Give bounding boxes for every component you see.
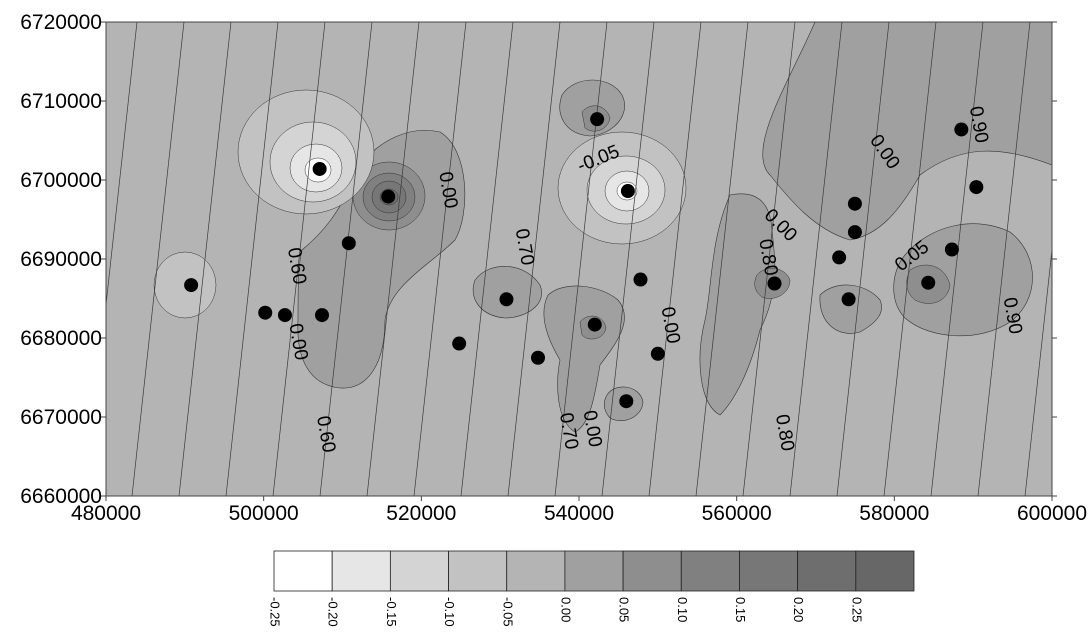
- isoline: [789, 22, 843, 496]
- sample-point: [841, 292, 856, 307]
- zone-dark-east: [893, 223, 1033, 337]
- isoline: [883, 22, 937, 496]
- colorbar-tick-label: -0.10: [442, 597, 457, 627]
- isoline: [272, 22, 326, 496]
- isoline: [225, 22, 279, 496]
- x-axis: 480000 500000 520000 540000 560000 580000 6000…: [71, 496, 1087, 525]
- sample-point: [184, 278, 199, 293]
- sample-point: [619, 394, 634, 409]
- sample-point: [944, 242, 959, 257]
- colorbar-tick-label: -0.20: [326, 597, 341, 627]
- isoline: [413, 22, 467, 496]
- colorbar-tick-label: 0.25: [849, 597, 864, 622]
- sample-point: [847, 196, 862, 211]
- isoline: [930, 22, 984, 496]
- sample-point: [832, 250, 847, 265]
- sample-point: [277, 308, 292, 323]
- gradient-isolines: [106, 22, 1092, 496]
- sample-point: [452, 336, 467, 351]
- y-tick-label: 6660000: [20, 485, 102, 508]
- sample-point: [381, 189, 396, 204]
- x-tick-label: 500000: [229, 502, 299, 525]
- isoline: [319, 22, 373, 496]
- x-tick-label: 520000: [386, 502, 456, 525]
- y-axis: 6660000 6670000 6680000 6690000 6700000 67100…: [20, 11, 1057, 508]
- colorbar-swatch: [506, 550, 566, 592]
- x-tick-label: 540000: [544, 502, 614, 525]
- isoline: [1024, 246, 1052, 496]
- sample-points: [184, 112, 984, 409]
- colorbar-swatch: [855, 550, 915, 592]
- sample-point: [921, 275, 936, 290]
- sample-point: [531, 350, 546, 365]
- colorbar-tick-label: 0.20: [791, 597, 806, 622]
- y-tick-label: 6700000: [20, 169, 102, 192]
- colorbar-tick-label: -0.15: [384, 597, 399, 627]
- colorbar-swatch: [273, 550, 333, 592]
- isoline: [1072, 22, 1092, 496]
- isoline: [836, 22, 890, 496]
- sample-point: [312, 161, 327, 176]
- isoline: [554, 22, 608, 496]
- colorbar-swatch: [448, 550, 508, 592]
- sample-point: [499, 292, 514, 307]
- colorbar-tick-label: -0.25: [268, 597, 283, 627]
- colorbar-swatch: [797, 550, 857, 592]
- colorbar-tick-label: 0.05: [617, 597, 632, 622]
- isoline: [178, 22, 232, 496]
- colorbar-swatch: [331, 550, 391, 592]
- sample-point: [315, 308, 330, 323]
- isoline: [648, 22, 702, 496]
- y-tick-label: 6680000: [20, 327, 102, 350]
- sample-point: [969, 180, 984, 195]
- isoline: [742, 22, 796, 496]
- isoline: [106, 22, 138, 308]
- isoline: [366, 22, 420, 496]
- y-tick-label: 6710000: [20, 90, 102, 113]
- sample-point: [341, 236, 356, 251]
- colorbar-legend: -0.25 -0.20 -0.15 -0.10 -0.05 0.00 0.05 0.10 0.1…: [268, 550, 915, 627]
- colorbar-tick-label: 0.00: [558, 597, 573, 622]
- colorbar-swatch: [389, 550, 449, 592]
- sample-point: [590, 112, 605, 127]
- sample-point: [767, 276, 782, 291]
- zone-dark-3: [819, 284, 882, 334]
- sample-point: [620, 184, 635, 199]
- isoline: [460, 22, 514, 496]
- isoline: [601, 22, 655, 496]
- sample-point: [954, 122, 969, 137]
- y-tick-label: 6670000: [20, 406, 102, 429]
- sample-point: [847, 225, 862, 240]
- isoline: [507, 22, 561, 496]
- sample-point: [587, 317, 602, 332]
- isoline: [695, 22, 749, 496]
- sample-point: [633, 272, 648, 287]
- colorbar-swatch: [680, 550, 740, 592]
- x-tick-label: 480000: [71, 502, 141, 525]
- sample-point: [650, 346, 665, 361]
- isoline: [131, 22, 185, 496]
- colorbar-swatch: [564, 550, 624, 592]
- x-tick-label: 580000: [859, 502, 929, 525]
- isoline: [977, 22, 1031, 496]
- colorbar-tick-label: 0.15: [733, 597, 748, 622]
- zone-dark-ne: [762, 22, 1052, 241]
- y-tick-label: 6720000: [20, 11, 102, 34]
- sample-point: [258, 305, 273, 320]
- y-tick-label: 6690000: [20, 248, 102, 271]
- plot-area: 0.600.000.600.000.70-0.050.000.700.000.0…: [106, 22, 1092, 496]
- x-tick-label: 600000: [1017, 502, 1087, 525]
- colorbar-swatch: [739, 550, 799, 592]
- zone-dark-1: [473, 266, 542, 319]
- colorbar-swatch: [622, 550, 682, 592]
- colorbar-tick-label: -0.05: [500, 597, 515, 627]
- x-tick-label: 560000: [702, 502, 772, 525]
- colorbar-tick-label: 0.10: [675, 597, 690, 622]
